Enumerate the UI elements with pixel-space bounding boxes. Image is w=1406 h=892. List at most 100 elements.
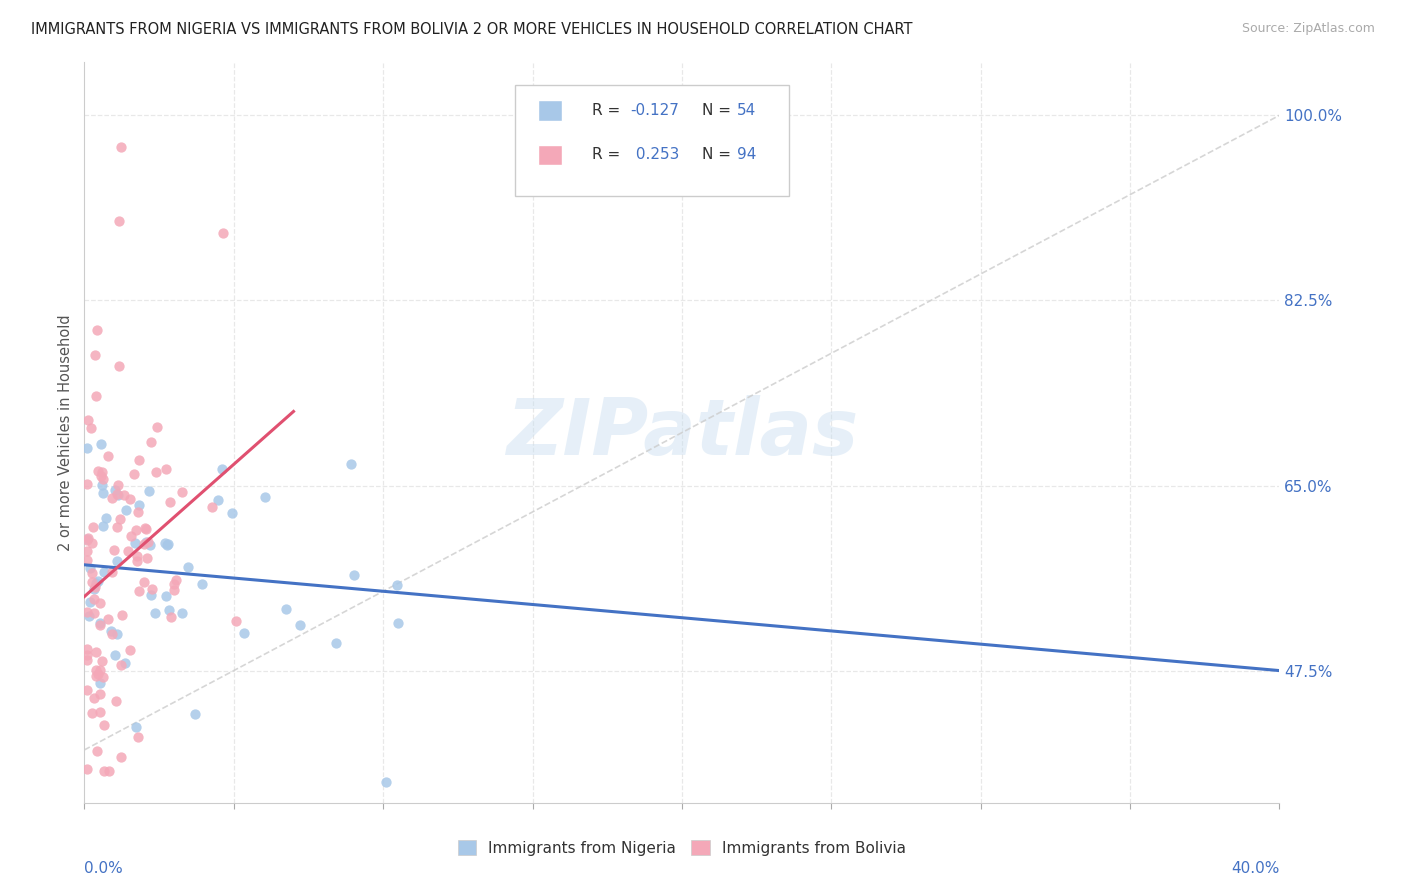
Point bbox=[89, 705, 111, 719]
Point bbox=[104, 694, 127, 708]
Point bbox=[163, 582, 186, 597]
Point bbox=[90, 468, 112, 483]
Point bbox=[84, 664, 107, 678]
Point bbox=[136, 535, 159, 549]
Point bbox=[211, 462, 233, 476]
Point bbox=[159, 495, 181, 509]
Point bbox=[225, 614, 247, 628]
Point bbox=[80, 706, 103, 720]
Point bbox=[89, 596, 111, 610]
Point bbox=[76, 605, 98, 619]
Point bbox=[170, 485, 193, 500]
Point bbox=[207, 492, 229, 507]
Point bbox=[141, 434, 163, 449]
Point bbox=[112, 488, 135, 502]
Point bbox=[120, 528, 142, 542]
Text: N =: N = bbox=[702, 147, 737, 162]
Text: ZIPatlas: ZIPatlas bbox=[506, 394, 858, 471]
Point bbox=[343, 568, 366, 582]
Point bbox=[163, 577, 186, 591]
Point bbox=[139, 588, 162, 602]
Point bbox=[84, 576, 107, 591]
Point bbox=[86, 744, 108, 758]
Point bbox=[127, 730, 149, 744]
Point bbox=[91, 472, 114, 486]
Point bbox=[76, 477, 98, 491]
Point bbox=[157, 536, 180, 550]
Point bbox=[97, 612, 120, 626]
Point bbox=[76, 533, 98, 547]
Point bbox=[122, 467, 145, 481]
Point bbox=[104, 648, 127, 663]
FancyBboxPatch shape bbox=[538, 100, 562, 121]
Point bbox=[127, 505, 149, 519]
Point bbox=[82, 566, 104, 580]
Text: 40.0%: 40.0% bbox=[1232, 861, 1279, 876]
Point bbox=[110, 657, 132, 672]
Point bbox=[84, 645, 107, 659]
Point bbox=[76, 652, 98, 666]
Point bbox=[110, 140, 132, 154]
Point bbox=[93, 764, 115, 778]
Text: N =: N = bbox=[702, 103, 737, 118]
Point bbox=[84, 348, 107, 362]
Point bbox=[135, 535, 157, 549]
Point bbox=[212, 226, 235, 240]
Point bbox=[145, 465, 167, 479]
Point bbox=[76, 762, 98, 776]
Point bbox=[91, 518, 114, 533]
Point bbox=[170, 606, 193, 620]
Point bbox=[77, 609, 100, 624]
Point bbox=[124, 536, 146, 550]
Point bbox=[105, 627, 128, 641]
Point bbox=[183, 707, 205, 722]
Point bbox=[105, 487, 128, 501]
Point bbox=[125, 549, 148, 564]
Legend: Immigrants from Nigeria, Immigrants from Bolivia: Immigrants from Nigeria, Immigrants from… bbox=[451, 834, 912, 862]
Point bbox=[82, 536, 104, 550]
Text: 0.253: 0.253 bbox=[630, 147, 679, 162]
Point bbox=[84, 389, 107, 403]
Point bbox=[89, 676, 111, 690]
Point bbox=[201, 500, 224, 515]
Y-axis label: 2 or more Vehicles in Household: 2 or more Vehicles in Household bbox=[58, 314, 73, 551]
Point bbox=[100, 624, 122, 639]
Point bbox=[93, 718, 115, 732]
Point bbox=[83, 592, 105, 607]
Point bbox=[155, 461, 177, 475]
Point bbox=[135, 522, 157, 536]
Point bbox=[165, 573, 187, 587]
Point bbox=[83, 690, 105, 705]
Point bbox=[76, 544, 98, 558]
Point bbox=[325, 636, 347, 650]
Point bbox=[90, 437, 112, 451]
Point bbox=[118, 491, 141, 506]
Text: IMMIGRANTS FROM NIGERIA VS IMMIGRANTS FROM BOLIVIA 2 OR MORE VEHICLES IN HOUSEHO: IMMIGRANTS FROM NIGERIA VS IMMIGRANTS FR… bbox=[31, 22, 912, 37]
Point bbox=[83, 580, 105, 594]
Point bbox=[387, 578, 409, 592]
Point bbox=[76, 531, 98, 545]
Point bbox=[89, 616, 111, 631]
Point bbox=[107, 488, 129, 502]
Point bbox=[221, 506, 243, 520]
Point bbox=[100, 566, 122, 580]
Point bbox=[153, 536, 176, 550]
Point bbox=[91, 670, 114, 684]
Point bbox=[134, 521, 156, 535]
Point bbox=[143, 606, 166, 620]
Point bbox=[87, 667, 110, 681]
Point bbox=[176, 559, 198, 574]
FancyBboxPatch shape bbox=[515, 85, 790, 195]
Point bbox=[79, 595, 101, 609]
Point bbox=[110, 750, 132, 764]
Point bbox=[86, 323, 108, 337]
Point bbox=[375, 774, 398, 789]
Point bbox=[136, 551, 159, 566]
Point bbox=[107, 359, 129, 374]
Point bbox=[340, 458, 363, 472]
Point bbox=[76, 533, 98, 547]
Point bbox=[83, 607, 105, 621]
Point bbox=[103, 543, 125, 558]
Point bbox=[114, 657, 136, 671]
Point bbox=[108, 512, 131, 526]
